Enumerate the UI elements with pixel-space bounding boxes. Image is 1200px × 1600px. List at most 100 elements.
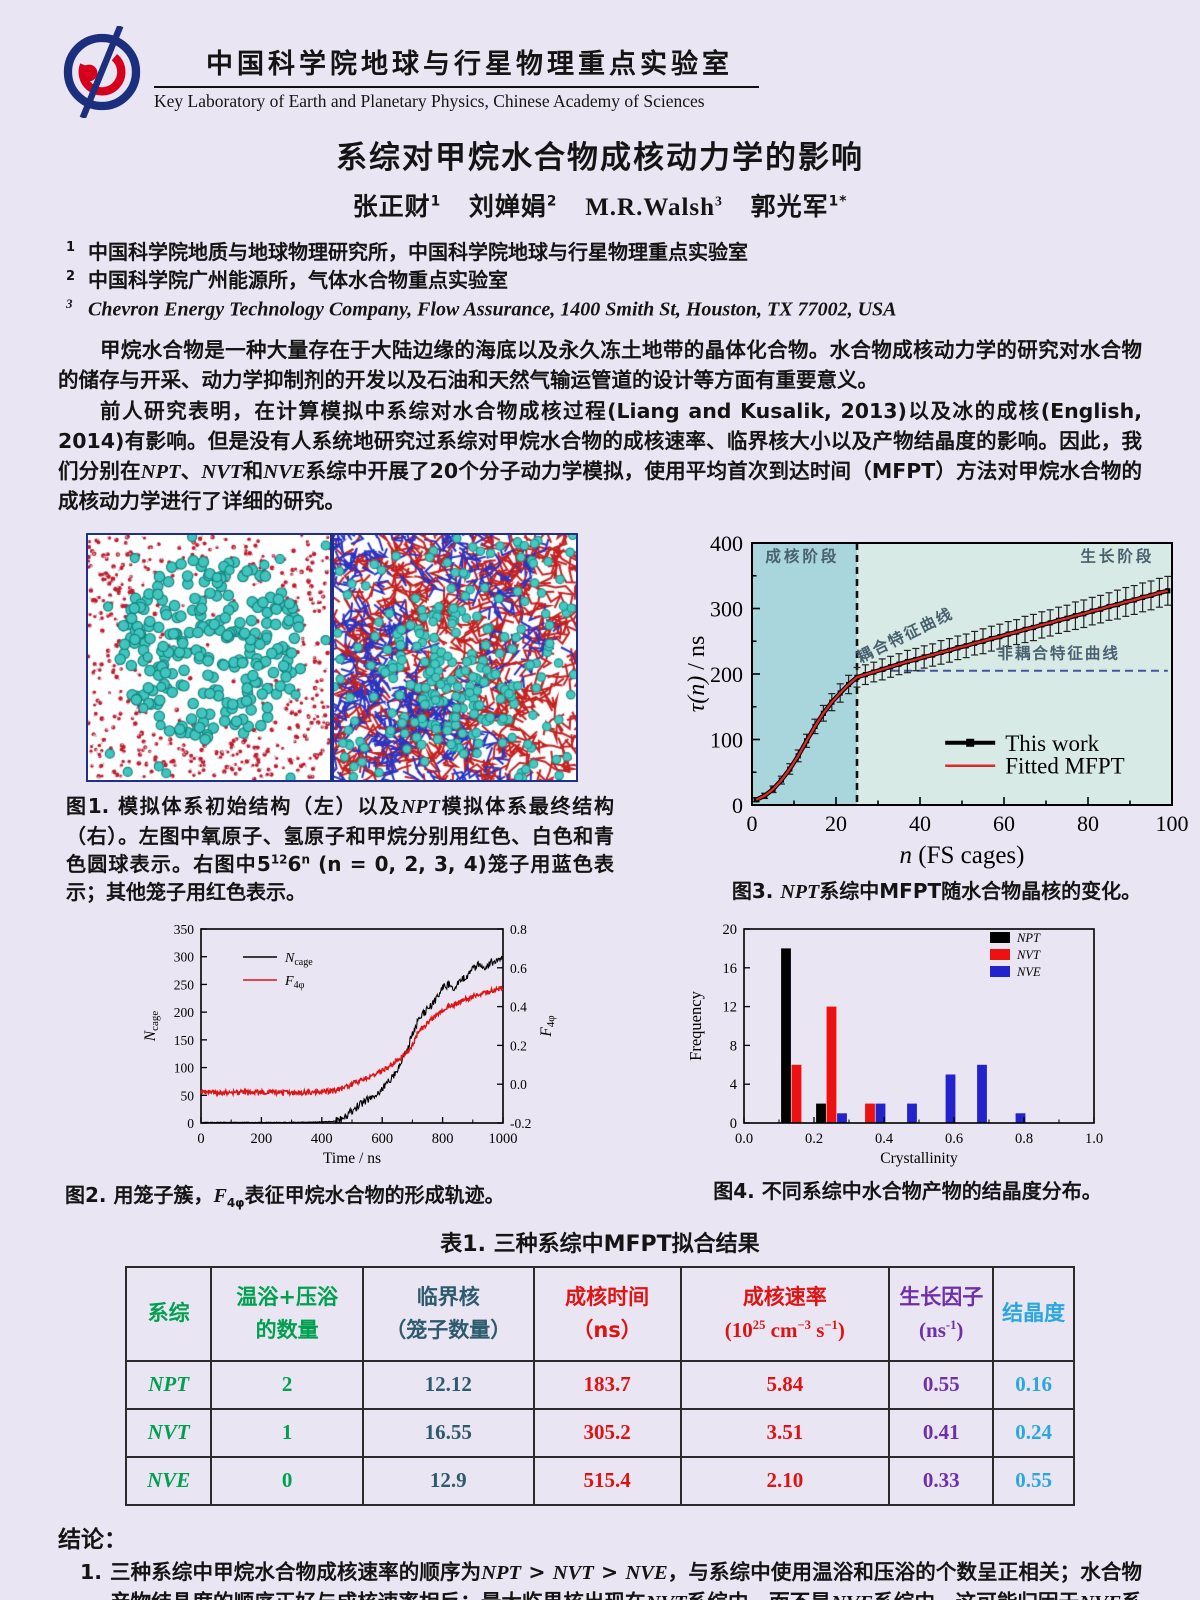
results-table-head: 系综 温浴+压浴 的数量 临界核 （笼子数量） 成核时间 （ns） 成核速率 (1025… bbox=[124, 1265, 1075, 1362]
figure3-caption: 图3. NPT系综中MFPT随水合物晶核的变化。 bbox=[731, 879, 1142, 904]
svg-text:0: 0 bbox=[732, 793, 743, 818]
svg-text:80: 80 bbox=[1077, 811, 1099, 836]
cell-ensemble: NVE bbox=[124, 1455, 213, 1506]
svg-text:Time / ns: Time / ns bbox=[323, 1150, 381, 1167]
cell-bath-count: 1 bbox=[210, 1407, 364, 1458]
svg-text:50: 50 bbox=[181, 1088, 195, 1103]
figure1-panels bbox=[86, 533, 614, 783]
introduction: 甲烷水合物是一种大量存在于大陆边缘的海底以及永久冻土地带的晶体化合物。水合物成核… bbox=[58, 336, 1142, 517]
affiliation-1: 1 中国科学院地质与地球物理研究所，中国科学院地球与行星物理重点实验室 bbox=[66, 240, 748, 264]
svg-text:0: 0 bbox=[197, 1131, 204, 1147]
svg-text:150: 150 bbox=[174, 1033, 195, 1048]
fig4-chart: 0.0 0.2 0.4 0.6 0.8 1.0 0 4 8 12 16 20 NPT NVT NVE Freq… bbox=[686, 922, 1103, 1167]
fig2-chart: 0 200 400 600 800 1000 0 50 100 150 200 250 300 350 -0… bbox=[142, 922, 557, 1167]
header: 中国科学院地球与行星物理重点实验室 Key Laboratory of Eart… bbox=[0, 0, 1200, 118]
author-name: 郭光军1* bbox=[750, 192, 848, 221]
svg-text:NVT: NVT bbox=[1016, 948, 1041, 962]
cell-critical-nucleus: 16.55 bbox=[361, 1407, 535, 1458]
results-table: 系综 温浴+压浴 的数量 临界核 （笼子数量） 成核时间 （ns） 成核速率 (1025… bbox=[124, 1265, 1075, 1506]
svg-text:0.4: 0.4 bbox=[510, 999, 527, 1014]
svg-text:20: 20 bbox=[825, 811, 847, 836]
svg-text:生长阶段: 生长阶段 bbox=[1080, 546, 1154, 565]
svg-text:0.8: 0.8 bbox=[1015, 1131, 1033, 1147]
figure1-final-snapshot-image bbox=[332, 533, 578, 783]
svg-text:100: 100 bbox=[174, 1060, 195, 1075]
svg-text:40: 40 bbox=[909, 811, 931, 836]
lab-name-en: Key Laboratory of Earth and Planetary Ph… bbox=[154, 91, 705, 111]
svg-text:τ(n) / ns: τ(n) / ns bbox=[684, 636, 710, 713]
table-title: 表1. 三种系综中MFPT拟合结果 bbox=[440, 1231, 760, 1257]
figure4: 0.0 0.2 0.4 0.6 0.8 1.0 0 4 8 12 16 20 NPT NVT NVE Freq… bbox=[680, 915, 1135, 1210]
svg-text:400: 400 bbox=[710, 533, 743, 556]
svg-text:200: 200 bbox=[710, 662, 743, 687]
svg-text:800: 800 bbox=[432, 1131, 454, 1147]
cell-nucleation-time: 515.4 bbox=[532, 1455, 682, 1506]
svg-text:0.2: 0.2 bbox=[510, 1038, 527, 1053]
figure4-caption: 图4. 不同系综中水合物产物的结晶度分布。 bbox=[713, 1178, 1102, 1203]
lab-name-block: 中国科学院地球与行星物理重点实验室 Key Laboratory of Eart… bbox=[154, 32, 759, 112]
cell-critical-nucleus: 12.12 bbox=[361, 1359, 535, 1410]
cell-crystallinity: 0.16 bbox=[992, 1359, 1075, 1410]
svg-text:0.2: 0.2 bbox=[805, 1131, 823, 1147]
cell-ensemble: NVT bbox=[124, 1407, 213, 1458]
col-header-growth-factor: 生长因子 (ns-1) bbox=[888, 1265, 995, 1362]
svg-text:600: 600 bbox=[371, 1131, 393, 1147]
author-name: 张正财1 bbox=[352, 192, 442, 221]
figure-row-1: 图1. 模拟体系初始结构（左）以及NPT模拟体系最终结构（右）。左图中氧原子、氢… bbox=[66, 531, 1200, 907]
svg-text:60: 60 bbox=[993, 811, 1015, 836]
svg-text:F4φ: F4φ bbox=[284, 974, 305, 991]
cell-critical-nucleus: 12.9 bbox=[361, 1455, 535, 1506]
svg-text:1000: 1000 bbox=[489, 1131, 518, 1147]
lab-name-cn: 中国科学院地球与行星物理重点实验室 bbox=[154, 32, 759, 88]
authors-line: 张正财1 刘婵娟2 M.R.Walsh3 郭光军1* bbox=[0, 187, 1200, 223]
col-header-critical-nucleus: 临界核 （笼子数量） bbox=[361, 1265, 535, 1362]
svg-text:12: 12 bbox=[723, 999, 738, 1015]
cas-logo-icon bbox=[63, 26, 141, 118]
figure1-caption: 图1. 模拟体系初始结构（左）以及NPT模拟体系最终结构（右）。左图中氧原子、氢… bbox=[66, 794, 615, 905]
conclusions: 结论： 1. 三种系综中甲烷水合物成核速率的顺序为NPT > NVT > NVE… bbox=[58, 1520, 1142, 1600]
intro-paragraph-1: 甲烷水合物是一种大量存在于大陆边缘的海底以及永久冻土地带的晶体化合物。水合物成核… bbox=[58, 337, 1142, 392]
affiliation-2: 2 中国科学院广州能源所，气体水合物重点实验室 bbox=[66, 268, 508, 293]
svg-text:0.4: 0.4 bbox=[875, 1131, 894, 1147]
author-name: M.R.Walsh3 bbox=[585, 193, 723, 221]
affiliations: 1 中国科学院地质与地球物理研究所，中国科学院地球与行星物理重点实验室 2 中国科学… bbox=[66, 238, 1200, 324]
cell-growth-factor: 0.41 bbox=[888, 1407, 995, 1458]
cell-nucleation-time: 183.7 bbox=[532, 1359, 682, 1410]
svg-text:NVE: NVE bbox=[1016, 965, 1041, 979]
svg-text:300: 300 bbox=[174, 949, 195, 964]
svg-text:400: 400 bbox=[311, 1131, 333, 1147]
svg-text:100: 100 bbox=[1156, 811, 1189, 836]
figure3: 0 20 40 60 80 100 0 100 200 300 400 成核阶段 生长阶段 耦合特征曲线非… bbox=[684, 531, 1189, 907]
table-row-npt: NPT 2 12.12 183.7 5.84 0.55 0.16 bbox=[124, 1359, 1075, 1410]
poster-title: 系综对甲烷水合物成核动力学的影响 bbox=[336, 140, 864, 176]
figure1: 图1. 模拟体系初始结构（左）以及NPT模拟体系最终结构（右）。左图中氧原子、氢… bbox=[66, 533, 614, 907]
svg-text:0: 0 bbox=[747, 811, 758, 836]
col-header-ensemble: 系综 bbox=[124, 1265, 213, 1362]
cell-nucleation-rate: 2.10 bbox=[679, 1455, 891, 1506]
svg-text:成核阶段: 成核阶段 bbox=[765, 546, 839, 565]
table-row-nve: NVE 0 12.9 515.4 2.10 0.33 0.55 bbox=[124, 1455, 1075, 1506]
svg-text:300: 300 bbox=[710, 597, 743, 622]
svg-text:0: 0 bbox=[730, 1116, 737, 1132]
col-header-thermostat-count: 温浴+压浴 的数量 bbox=[210, 1265, 364, 1362]
svg-text:200: 200 bbox=[174, 1005, 195, 1020]
table-row-nvt: NVT 1 16.55 305.2 3.51 0.41 0.24 bbox=[124, 1407, 1075, 1458]
svg-text:F4φ: F4φ bbox=[538, 1015, 557, 1037]
figure-row-2: 0 200 400 600 800 1000 0 50 100 150 200 250 300 350 -0… bbox=[65, 915, 1200, 1210]
svg-text:Frequency: Frequency bbox=[686, 990, 705, 1060]
figure2-caption: 图2. 用笼子簇，F4φ表征甲烷水合物的形成轨迹。 bbox=[65, 1182, 505, 1210]
results-table-body: NPT 2 12.12 183.7 5.84 0.55 0.16 NVT 1 1… bbox=[124, 1359, 1075, 1506]
svg-text:非耦合特征曲线: 非耦合特征曲线 bbox=[997, 643, 1120, 662]
cell-ensemble: NPT bbox=[124, 1359, 213, 1410]
svg-text:Ncage: Ncage bbox=[284, 951, 313, 968]
author-name: 刘婵娟2 bbox=[468, 192, 558, 221]
svg-text:100: 100 bbox=[710, 728, 743, 753]
svg-text:0.0: 0.0 bbox=[735, 1131, 753, 1147]
fig3-chart: 0 20 40 60 80 1000100200300400成核阶段 生长阶段耦合特征曲线非… bbox=[684, 531, 1189, 869]
svg-text:1.0: 1.0 bbox=[1085, 1131, 1103, 1147]
affiliation-3: 3 Chevron Energy Technology Company, Flow… bbox=[66, 295, 897, 321]
cell-nucleation-rate: 3.51 bbox=[679, 1407, 891, 1458]
svg-text:n (FS cages): n (FS cages) bbox=[900, 842, 1025, 869]
svg-text:0.0: 0.0 bbox=[510, 1077, 527, 1092]
